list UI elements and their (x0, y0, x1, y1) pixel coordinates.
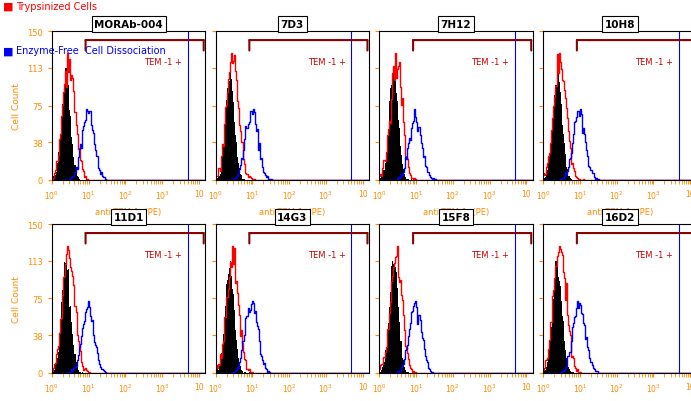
Title: 15F8: 15F8 (442, 213, 471, 223)
Title: 10H8: 10H8 (605, 20, 635, 30)
Text: TEM -1 +: TEM -1 + (471, 58, 509, 67)
Text: Trypsinized Cells: Trypsinized Cells (16, 2, 97, 12)
Text: TEM -1 +: TEM -1 + (144, 250, 182, 259)
Text: TEM -1 +: TEM -1 + (635, 58, 673, 67)
X-axis label: anti-TEM-1  (PE): anti-TEM-1 (PE) (423, 207, 489, 217)
X-axis label: anti-TEM-1  (PE): anti-TEM-1 (PE) (259, 207, 325, 217)
X-axis label: anti-TEM-1  (PE): anti-TEM-1 (PE) (259, 400, 325, 401)
Text: TEM -1 +: TEM -1 + (471, 250, 509, 259)
Text: Enzyme-Free  Cell Dissociation: Enzyme-Free Cell Dissociation (16, 46, 166, 56)
Y-axis label: Cell Count: Cell Count (12, 275, 21, 322)
Title: 11D1: 11D1 (113, 213, 144, 223)
Text: TEM -1 +: TEM -1 + (635, 250, 673, 259)
Title: 7H12: 7H12 (441, 20, 471, 30)
Title: 7D3: 7D3 (281, 20, 304, 30)
Y-axis label: Cell Count: Cell Count (12, 83, 21, 130)
X-axis label: anti-TEM-1  (PE): anti-TEM-1 (PE) (423, 400, 489, 401)
X-axis label: anti-TEM-1  (PE): anti-TEM-1 (PE) (95, 400, 162, 401)
Text: TEM -1 +: TEM -1 + (144, 58, 182, 67)
X-axis label: anti-TEM-1  (PE): anti-TEM-1 (PE) (587, 207, 653, 217)
Title: 16D2: 16D2 (605, 213, 635, 223)
X-axis label: anti-TEM-1  (PE): anti-TEM-1 (PE) (587, 400, 653, 401)
X-axis label: anti-TEM-1  (PE): anti-TEM-1 (PE) (95, 207, 162, 217)
Text: ■: ■ (3, 46, 14, 56)
Title: MORAb-004: MORAb-004 (94, 20, 163, 30)
Text: ■: ■ (3, 2, 14, 12)
Title: 14G3: 14G3 (277, 213, 307, 223)
Text: TEM -1 +: TEM -1 + (307, 58, 346, 67)
Text: TEM -1 +: TEM -1 + (307, 250, 346, 259)
